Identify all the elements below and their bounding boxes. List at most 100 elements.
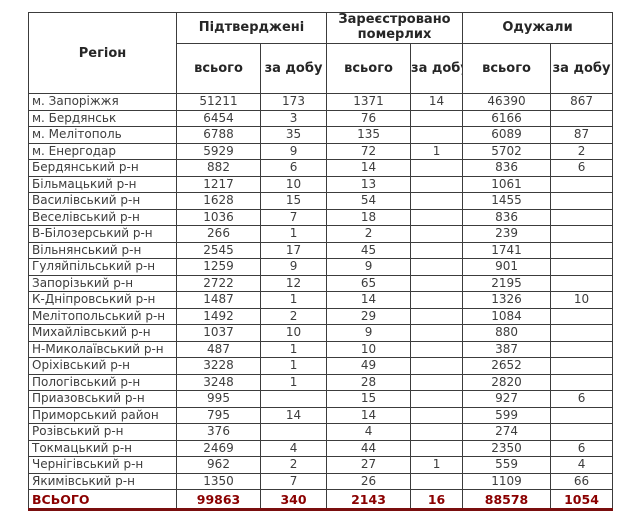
- value-cell: [410, 390, 464, 408]
- table-row: Веселівський р-н 1036 7 18 836: [28, 208, 614, 226]
- value-cell: [410, 274, 464, 292]
- region-name-cell: Якимівський р-н: [28, 472, 177, 490]
- value-cell: 6: [550, 439, 614, 457]
- table-row: Запорізький р-н 2722 12 65 2195: [28, 274, 614, 292]
- value-cell: [410, 357, 464, 375]
- value-cell: 2545: [176, 241, 261, 259]
- value-cell: 2: [259, 456, 328, 474]
- value-cell: 6: [550, 390, 614, 408]
- value-cell: [550, 274, 614, 292]
- value-cell: 995: [176, 390, 261, 408]
- value-cell: 1371: [326, 93, 412, 111]
- value-cell: 3228: [176, 357, 261, 375]
- table-row: Вільнянський р-н 2545 17 45 1741: [28, 241, 614, 259]
- value-cell: 927: [462, 390, 552, 408]
- value-cell: 795: [176, 406, 261, 424]
- value-cell: 17: [259, 241, 328, 259]
- value-cell: 65: [326, 274, 412, 292]
- value-cell: 29: [326, 307, 412, 325]
- value-cell: 9: [259, 258, 328, 276]
- table-row: Токмацький р-н 2469 4 44 2350 6: [28, 439, 614, 457]
- region-name-cell: Пологівський р-н: [28, 373, 177, 391]
- total-value-cell: 88578: [462, 489, 552, 511]
- table-footer: ВСЬОГО 99863 340 2143 16 88578 1054: [28, 489, 614, 511]
- value-cell: 6788: [176, 126, 261, 144]
- col-group-confirmed: Підтверджені: [175, 12, 328, 44]
- value-cell: [410, 175, 464, 193]
- value-cell: 2820: [462, 373, 552, 391]
- region-name-cell: Розівський р-н: [28, 423, 177, 441]
- region-name-cell: Приморський район: [28, 406, 177, 424]
- value-cell: 14: [259, 406, 328, 424]
- value-cell: [550, 423, 614, 441]
- value-cell: 27: [326, 456, 412, 474]
- value-cell: [550, 373, 614, 391]
- value-cell: [259, 423, 328, 441]
- value-cell: 1326: [462, 291, 552, 309]
- value-cell: [410, 324, 464, 342]
- value-cell: 173: [259, 93, 328, 111]
- value-cell: [410, 258, 464, 276]
- value-cell: 3248: [176, 373, 261, 391]
- value-cell: 239: [462, 225, 552, 243]
- value-cell: 1455: [462, 192, 552, 210]
- value-cell: 10: [550, 291, 614, 309]
- table-row: Якимівський р-н 1350 7 26 1109 66: [28, 472, 614, 490]
- table-row: Михайлівський р-н 1037 10 9 880: [28, 324, 614, 342]
- value-cell: [259, 390, 328, 408]
- region-name-cell: Чернігівський р-н: [28, 456, 177, 474]
- region-name-cell: Гуляйпільський р-н: [28, 258, 177, 276]
- value-cell: 13: [326, 175, 412, 193]
- value-cell: 1: [259, 291, 328, 309]
- value-cell: 1: [259, 373, 328, 391]
- region-name-cell: Веселівський р-н: [28, 208, 177, 226]
- value-cell: [410, 208, 464, 226]
- region-name-cell: м. Бердянськ: [28, 109, 177, 127]
- value-cell: 1741: [462, 241, 552, 259]
- value-cell: 28: [326, 373, 412, 391]
- value-cell: [410, 340, 464, 358]
- table-row: Василівський р-н 1628 15 54 1455: [28, 192, 614, 210]
- value-cell: [410, 291, 464, 309]
- table-row: В-Білозерський р-н 266 1 2 239: [28, 225, 614, 243]
- value-cell: 867: [550, 93, 614, 111]
- value-cell: 4: [326, 423, 412, 441]
- value-cell: 1037: [176, 324, 261, 342]
- value-cell: 487: [176, 340, 261, 358]
- region-name-cell: Василівський р-н: [28, 192, 177, 210]
- value-cell: [410, 126, 464, 144]
- value-cell: 901: [462, 258, 552, 276]
- region-name-cell: В-Білозерський р-н: [28, 225, 177, 243]
- total-value-cell: 2143: [326, 489, 412, 511]
- value-cell: [410, 472, 464, 490]
- value-cell: [550, 241, 614, 259]
- table-row: Приморський район 795 14 14 599: [28, 406, 614, 424]
- covid-stats-table-container: Регіон Підтверджені Зареєстровано померл…: [28, 12, 614, 511]
- value-cell: 882: [176, 159, 261, 177]
- value-cell: [410, 192, 464, 210]
- value-cell: [550, 340, 614, 358]
- value-cell: 1: [259, 225, 328, 243]
- value-cell: 3: [259, 109, 328, 127]
- value-cell: 2: [550, 142, 614, 160]
- value-cell: 10: [259, 175, 328, 193]
- value-cell: [550, 225, 614, 243]
- value-cell: [410, 225, 464, 243]
- col-subheader-deaths-total: всього: [326, 43, 412, 94]
- value-cell: 599: [462, 406, 552, 424]
- region-name-cell: К-Дніпровський р-н: [28, 291, 177, 309]
- value-cell: [410, 159, 464, 177]
- value-cell: 1: [259, 357, 328, 375]
- value-cell: 1061: [462, 175, 552, 193]
- table-row: Чернігівський р-н 962 2 27 1 559 4: [28, 456, 614, 474]
- col-group-recovered: Одужали: [462, 12, 614, 44]
- col-subheader-recovered-daily: за добу: [550, 43, 614, 94]
- col-subheader-recovered-total: всього: [462, 43, 552, 94]
- table-row: Розівський р-н 376 4 274: [28, 423, 614, 441]
- region-name-cell: м. Мелітополь: [28, 126, 177, 144]
- value-cell: 44: [326, 439, 412, 457]
- col-subheader-confirmed-total: всього: [176, 43, 261, 94]
- table-row: Пологівський р-н 3248 1 28 2820: [28, 373, 614, 391]
- value-cell: 266: [176, 225, 261, 243]
- table-row: м. Мелітополь 6788 35 135 6089 87: [28, 126, 614, 144]
